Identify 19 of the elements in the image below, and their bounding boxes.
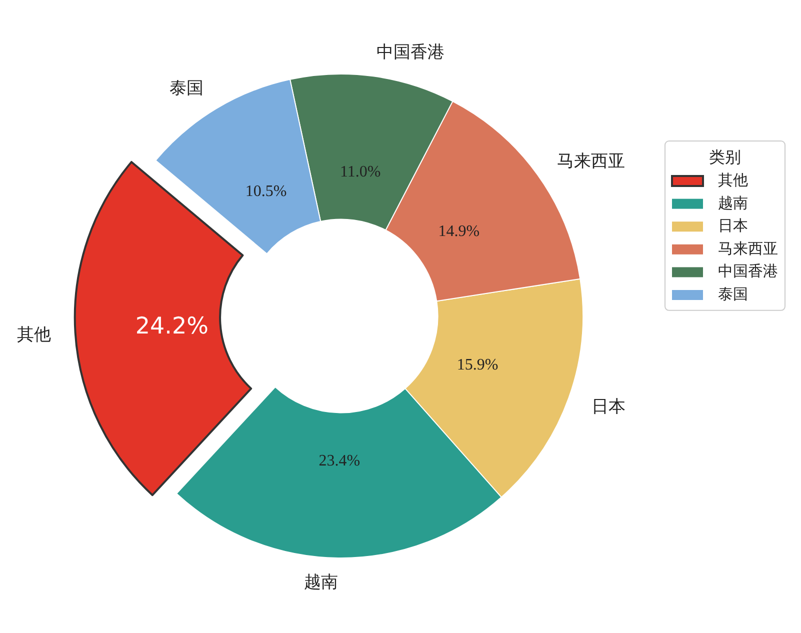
legend-label: 其他 <box>718 172 748 189</box>
data-label: 10.5% <box>245 183 287 200</box>
legend-label: 中国香港 <box>718 263 778 280</box>
legend-label: 泰国 <box>718 287 748 303</box>
legend-label: 日本 <box>718 218 748 235</box>
slice-label: 马来西亚 <box>557 151 626 170</box>
slice-label: 其他 <box>17 324 52 344</box>
legend-title: 类别 <box>709 148 741 166</box>
data-label: 24.2% <box>135 314 208 340</box>
slice-label: 中国香港 <box>376 42 444 62</box>
legend-label: 越南 <box>718 194 748 212</box>
slice-label: 越南 <box>304 572 338 592</box>
data-label: 23.4% <box>318 452 360 470</box>
slice-label: 日本 <box>591 396 626 416</box>
data-label: 11.0% <box>340 164 381 181</box>
data-label: 14.9% <box>438 222 480 240</box>
data-label: 15.9% <box>456 356 498 374</box>
slice-label: 泰国 <box>170 78 204 98</box>
legend-label: 马来西亚 <box>718 240 778 258</box>
